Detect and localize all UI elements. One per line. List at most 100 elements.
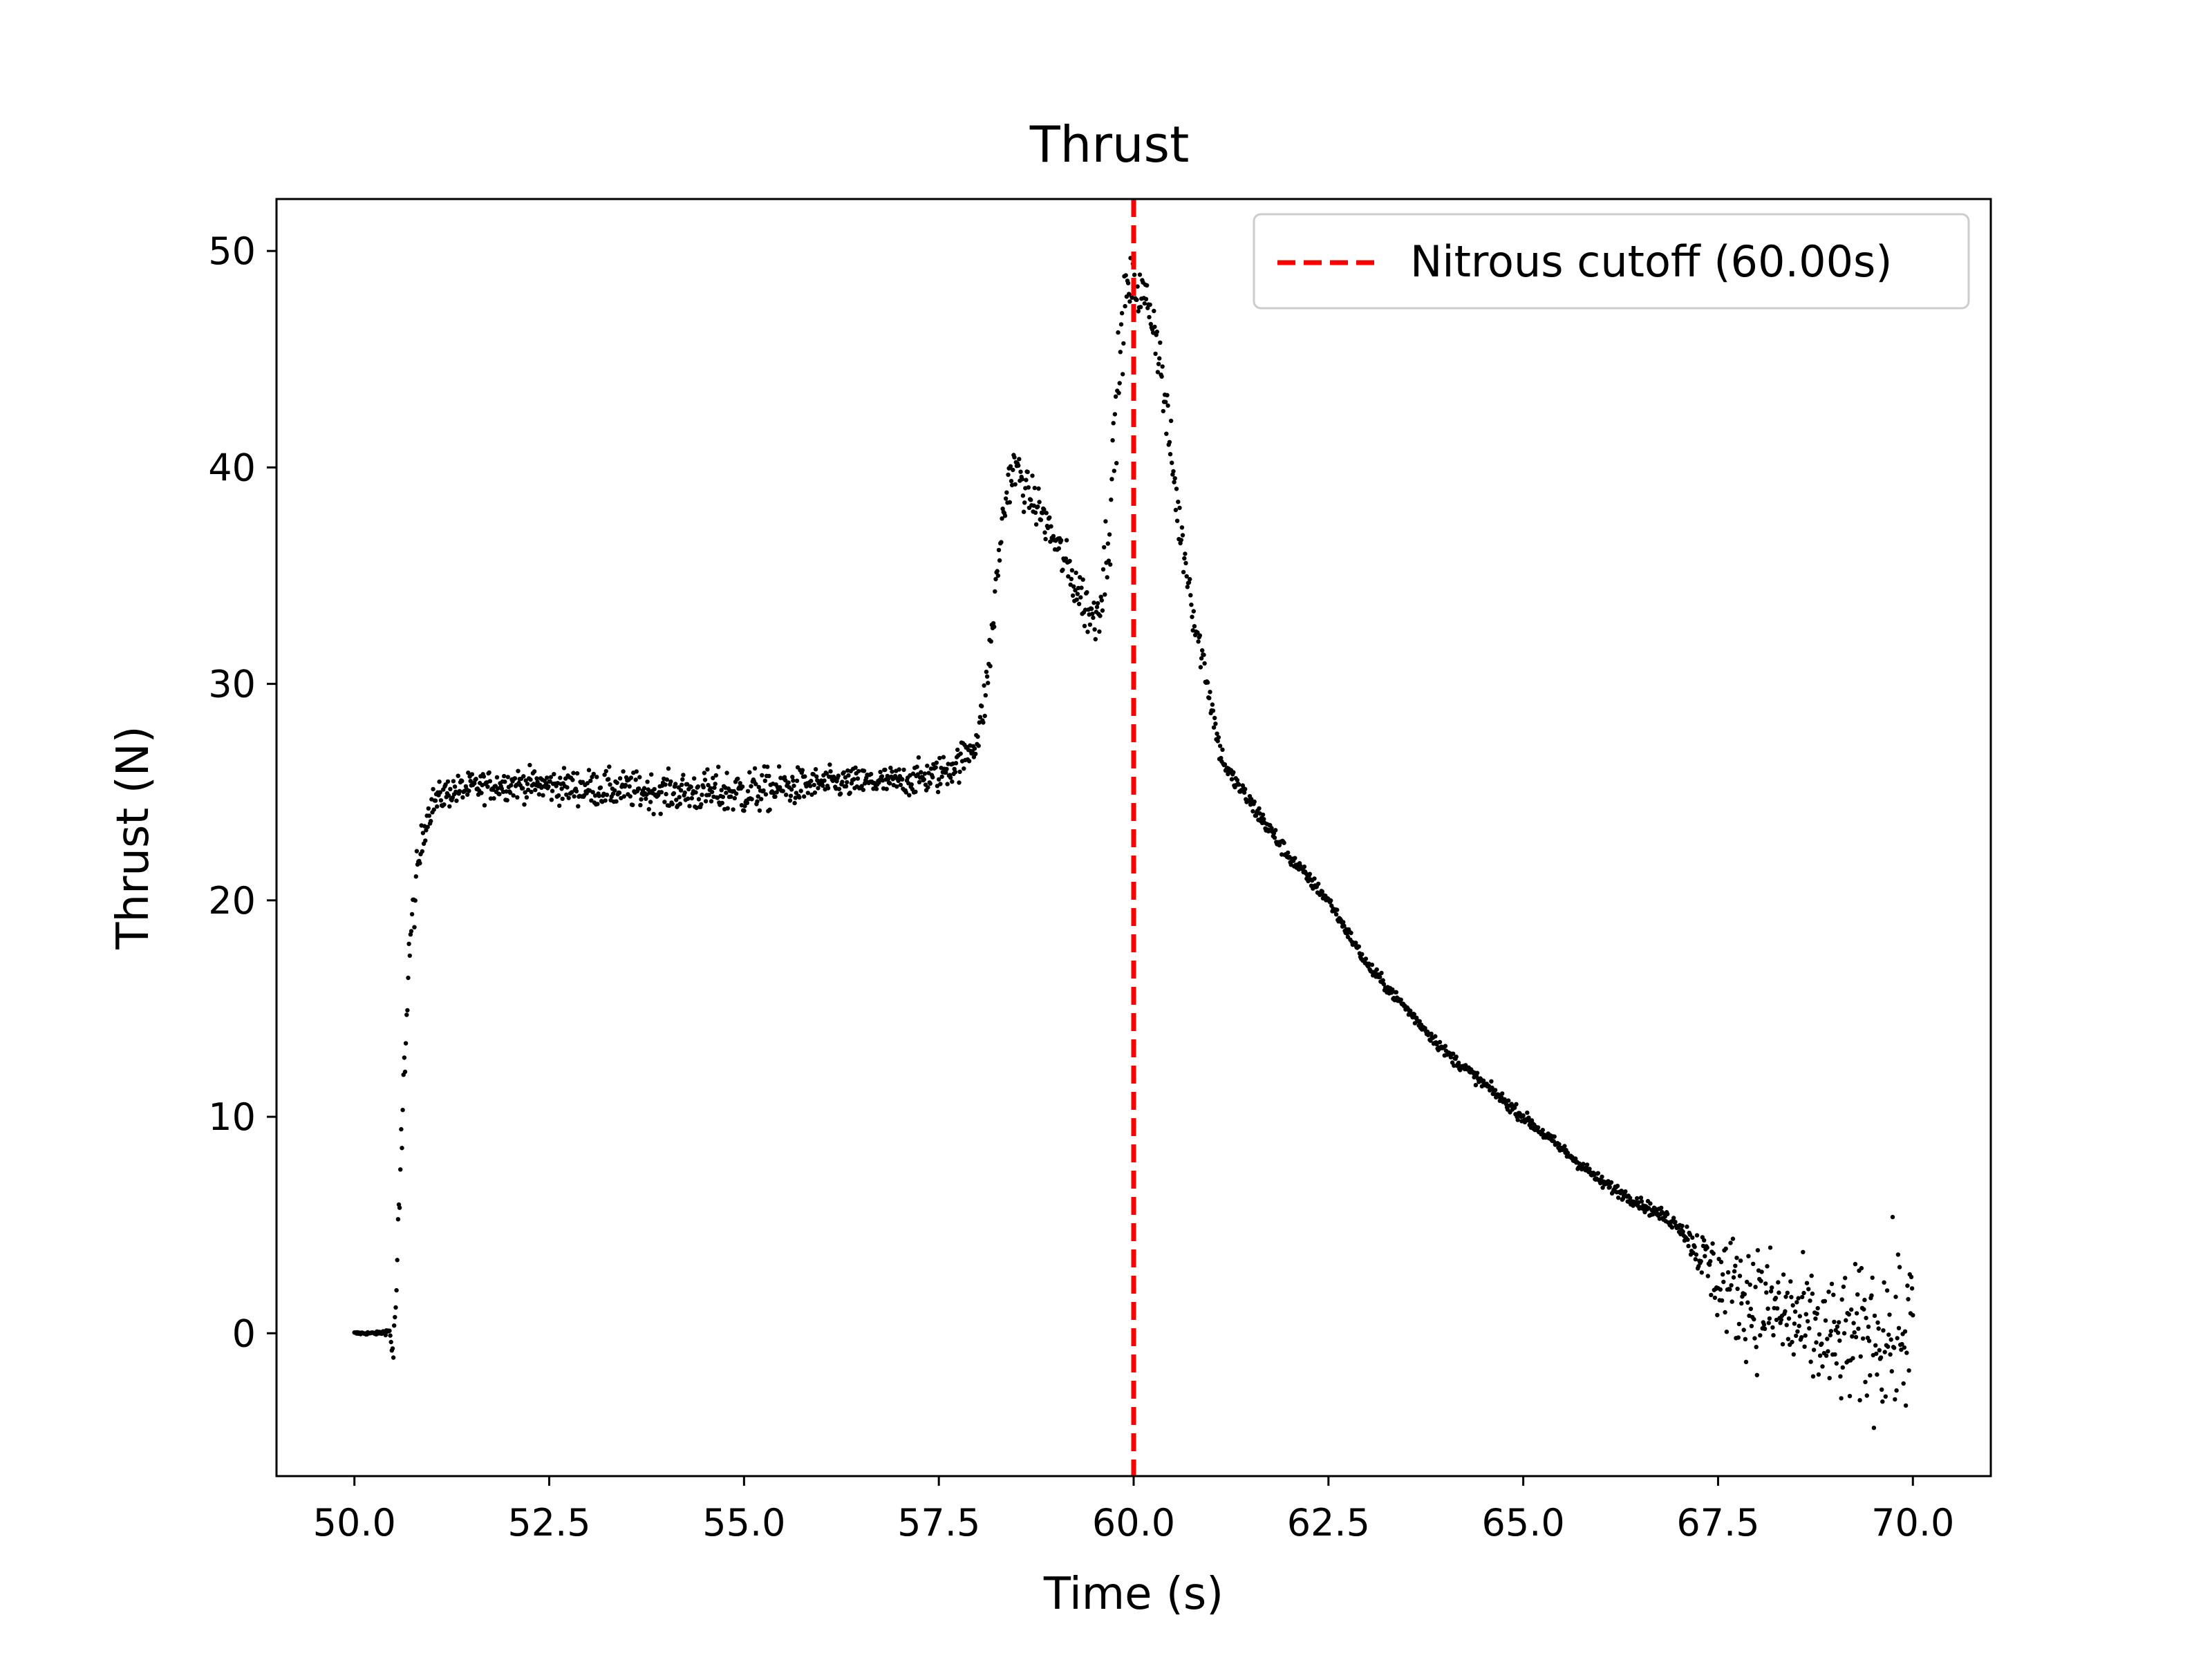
data-point [1648, 1201, 1653, 1206]
data-point [738, 781, 742, 786]
data-point [1841, 1331, 1847, 1336]
data-point [1307, 871, 1313, 876]
data-point [515, 795, 520, 800]
data-point [1838, 1374, 1843, 1379]
data-point [445, 779, 451, 784]
data-point [1741, 1328, 1746, 1332]
data-point [1893, 1397, 1897, 1402]
data-point [485, 784, 490, 789]
data-point [1100, 567, 1106, 572]
data-point [1042, 507, 1047, 512]
data-point [1690, 1235, 1695, 1240]
data-point [1087, 622, 1093, 627]
data-point [1869, 1293, 1874, 1298]
data-point [603, 798, 608, 803]
data-point [1860, 1336, 1866, 1341]
data-point [1880, 1387, 1884, 1392]
data-point [1443, 1044, 1448, 1048]
data-point [1811, 1348, 1817, 1352]
data-point [811, 772, 816, 777]
data-point [1790, 1303, 1795, 1308]
data-point [1222, 762, 1228, 767]
data-point [1847, 1394, 1853, 1399]
data-point [1693, 1257, 1698, 1262]
data-point [732, 795, 738, 801]
data-point [1056, 546, 1062, 551]
data-point [1009, 478, 1014, 484]
data-point [1746, 1254, 1751, 1258]
data-point [843, 784, 849, 789]
data-point [1764, 1290, 1769, 1295]
data-point [1172, 480, 1177, 484]
data-point [1363, 956, 1369, 961]
data-point [406, 975, 411, 981]
data-point [1032, 485, 1038, 491]
data-point [1473, 1083, 1479, 1088]
data-point [1514, 1102, 1519, 1107]
data-point [1138, 305, 1143, 310]
data-point [1022, 500, 1027, 505]
data-point [1007, 500, 1013, 504]
data-point [414, 849, 420, 853]
data-point [1686, 1243, 1691, 1249]
data-point [1694, 1252, 1699, 1257]
data-point [570, 790, 574, 795]
data-point [1698, 1258, 1703, 1264]
data-point [1716, 1256, 1721, 1262]
data-point [1752, 1316, 1756, 1322]
data-point [545, 775, 550, 780]
data-point [1794, 1333, 1799, 1339]
data-point [679, 782, 684, 787]
data-point [481, 774, 487, 779]
data-point [1043, 536, 1048, 542]
data-point [1437, 1039, 1443, 1045]
data-point [438, 790, 442, 795]
data-point [1049, 524, 1053, 529]
data-point [528, 777, 533, 782]
data-point [1029, 498, 1033, 502]
data-point [1067, 558, 1072, 563]
data-point [982, 683, 986, 688]
data-point [765, 764, 770, 769]
data-point [638, 802, 643, 808]
data-point [1492, 1088, 1498, 1093]
data-point [1702, 1238, 1707, 1243]
data-point [1771, 1333, 1776, 1338]
data-point [917, 780, 922, 785]
data-point [1792, 1321, 1797, 1326]
data-point [502, 773, 507, 779]
data-point [1708, 1258, 1713, 1264]
data-point [1665, 1211, 1670, 1217]
data-point [617, 791, 622, 795]
data-point [1210, 702, 1215, 707]
data-point [703, 799, 709, 804]
data-point [558, 775, 563, 780]
data-point [1843, 1276, 1848, 1281]
data-point [1808, 1299, 1812, 1303]
data-point [755, 799, 760, 804]
data-point [988, 639, 993, 644]
data-point [885, 777, 891, 782]
x-tick-label: 50.0 [313, 1501, 396, 1545]
data-point [1779, 1317, 1783, 1323]
data-point [780, 788, 785, 793]
data-point [448, 786, 453, 792]
data-point [874, 786, 879, 791]
data-point [1091, 615, 1096, 621]
data-point [1897, 1265, 1902, 1269]
data-point [1165, 393, 1170, 397]
data-point [1737, 1274, 1743, 1278]
data-point [1076, 601, 1082, 607]
data-point [1834, 1361, 1839, 1366]
data-point [1911, 1313, 1915, 1318]
data-point [922, 771, 928, 776]
data-point [897, 767, 901, 772]
data-point [1856, 1326, 1861, 1331]
data-point [1765, 1306, 1770, 1311]
data-point [1165, 403, 1170, 408]
data-point [1127, 299, 1132, 304]
data-point [719, 788, 724, 793]
data-point [1202, 661, 1207, 666]
data-point [1777, 1290, 1781, 1295]
data-point [1262, 817, 1266, 822]
